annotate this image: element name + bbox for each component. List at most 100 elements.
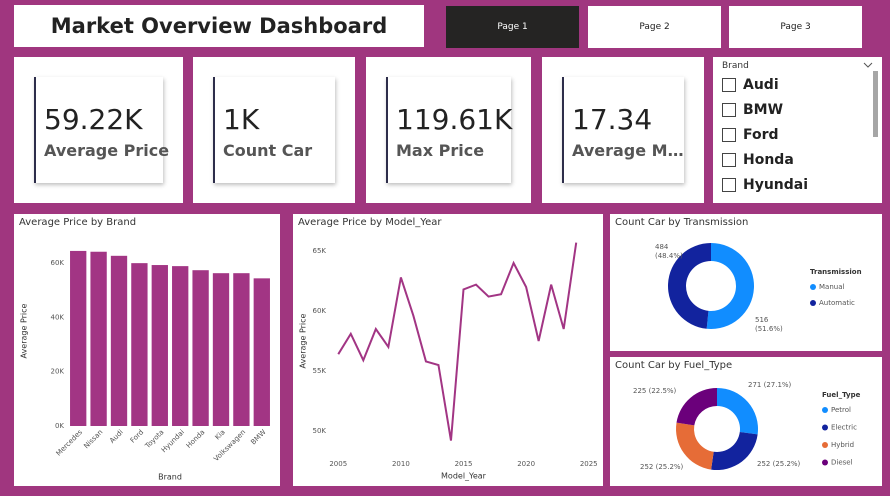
slicer-item[interactable]: Hyundai bbox=[722, 177, 808, 193]
slicer-label: Hyundai bbox=[743, 177, 809, 193]
y-tick-label: 60K bbox=[51, 259, 65, 267]
bar bbox=[233, 273, 250, 426]
x-tick-label: Nissan bbox=[82, 428, 104, 450]
slicer-item[interactable]: Audi bbox=[722, 77, 779, 93]
card-label: Max Price bbox=[396, 141, 485, 160]
bar bbox=[212, 273, 230, 426]
checkbox bbox=[722, 178, 736, 192]
checkbox bbox=[722, 78, 736, 92]
y-axis-title: Average Price bbox=[299, 313, 308, 368]
y-tick-label: 60K bbox=[313, 307, 327, 315]
checkbox bbox=[722, 128, 736, 142]
legend-label: Diesel bbox=[831, 459, 853, 467]
card-frame: 1K Count Car bbox=[213, 77, 335, 183]
legend-marker bbox=[810, 284, 816, 290]
y-tick-label: 50K bbox=[313, 427, 327, 435]
card-value: 59.22K bbox=[44, 103, 143, 136]
legend-label: Manual bbox=[819, 283, 844, 291]
page-tab[interactable]: Page 3 bbox=[729, 6, 862, 48]
chart: Manual Automatic Transmission bbox=[668, 243, 862, 329]
card-frame: 119.61K Max Price bbox=[386, 77, 513, 183]
chart-panel: Average Price by Brand 0K 20K 40K 60K Mercede… bbox=[14, 214, 280, 486]
slicer-label: Ford bbox=[743, 127, 779, 143]
checkbox bbox=[722, 153, 736, 167]
y-axis-title: Average Price bbox=[20, 303, 29, 358]
legend-label: Petrol bbox=[831, 406, 851, 414]
line bbox=[337, 242, 578, 441]
card-frame: 17.34 Average M… bbox=[562, 77, 684, 183]
x-tick-label: 2020 bbox=[517, 460, 535, 468]
bar bbox=[253, 278, 270, 426]
y-tick-label: 20K bbox=[51, 368, 65, 376]
checkbox bbox=[722, 103, 736, 117]
y-tick-label: 65K bbox=[313, 247, 327, 255]
x-axis-title: Brand bbox=[158, 473, 182, 482]
legend-label: Hybrid bbox=[831, 441, 854, 449]
chart-title: Count Car by Transmission bbox=[615, 217, 749, 228]
kpi-card: 59.22K Average Price bbox=[14, 57, 183, 203]
chevron[interactable] bbox=[863, 61, 873, 69]
card-value: 17.34 bbox=[572, 103, 653, 136]
data-label: 252 (25.2%) bbox=[757, 460, 801, 468]
chart-title: Average Price by Brand bbox=[19, 217, 137, 228]
chart: Petrol Electric Hybrid Diesel Fuel_Type bbox=[676, 388, 861, 470]
x-tick-label: Mercedes bbox=[55, 428, 85, 458]
data-label: 271 (27.1%) bbox=[748, 381, 792, 389]
kpi-card: 1K Count Car bbox=[193, 57, 355, 203]
legend-label: Electric bbox=[831, 424, 857, 432]
card-value: 1K bbox=[223, 103, 260, 136]
legend-marker bbox=[810, 300, 816, 306]
dashboard-title: Market Overview Dashboard bbox=[14, 5, 424, 47]
x-axis-title: Model_Year bbox=[441, 472, 487, 481]
legend-label: Automatic bbox=[819, 299, 855, 307]
x-tick-label: BMW bbox=[249, 428, 267, 446]
slicer-item[interactable]: Ford bbox=[722, 127, 779, 143]
bar bbox=[151, 265, 168, 426]
kpi-card: 17.34 Average M… bbox=[542, 57, 704, 203]
bar bbox=[131, 263, 148, 426]
x-tick-label: 2015 bbox=[455, 460, 473, 468]
slicer-label: Honda bbox=[743, 152, 794, 168]
page-tab[interactable]: Page 2 bbox=[588, 6, 721, 48]
x-tick-label: Kia bbox=[214, 428, 227, 441]
slicer-label: Audi bbox=[743, 77, 779, 93]
legend-marker bbox=[822, 407, 828, 413]
bar bbox=[110, 255, 128, 426]
bar bbox=[192, 270, 209, 426]
bar bbox=[70, 250, 87, 426]
scrollbar[interactable] bbox=[873, 71, 878, 137]
slicer: Brand Audi BMW Ford Honda Hyundai bbox=[713, 57, 882, 203]
chart: 50K 55K 60K 65K 2005 2010 2015 2020 2025 Model_Ye… bbox=[299, 242, 598, 481]
legend-marker bbox=[822, 442, 828, 448]
data-label: 252 (25.2%) bbox=[640, 463, 684, 471]
chart-panel: Average Price by Model_Year 50K 55K 60K 65K 2… bbox=[293, 214, 603, 486]
slicer-item[interactable]: BMW bbox=[722, 102, 783, 118]
slicer-label: BMW bbox=[743, 102, 784, 118]
donut-slice bbox=[668, 243, 711, 329]
card-label: Count Car bbox=[223, 141, 313, 160]
chart-title: Average Price by Model_Year bbox=[298, 217, 442, 228]
card-label: Average Price bbox=[44, 141, 170, 160]
card-value: 119.61K bbox=[396, 103, 513, 136]
slicer-item[interactable]: Honda bbox=[722, 152, 794, 168]
card-frame: 59.22K Average Price bbox=[34, 77, 169, 183]
y-tick-label: 40K bbox=[51, 313, 65, 321]
data-label: 516 (51.6%) bbox=[755, 316, 783, 333]
x-tick-label: Ford bbox=[129, 428, 145, 444]
donut-slice bbox=[706, 243, 755, 329]
x-tick-label: 2025 bbox=[580, 460, 598, 468]
chart-panel: Count Car by Fuel_Type Petrol Electric Hybr… bbox=[610, 357, 882, 486]
donut-slice bbox=[717, 388, 758, 435]
card-label: Average M… bbox=[572, 141, 684, 160]
legend-title: Transmission bbox=[810, 268, 862, 276]
slicer-title: Brand bbox=[722, 61, 749, 71]
bar bbox=[172, 266, 189, 426]
legend-title: Fuel_Type bbox=[822, 391, 861, 399]
page-tab[interactable]: Page 1 bbox=[446, 6, 579, 48]
y-tick-label: 0K bbox=[55, 422, 64, 430]
chart-panel: Count Car by Transmission Manual Automatic… bbox=[610, 214, 882, 351]
x-tick-label: 2005 bbox=[329, 460, 347, 468]
donut-slice bbox=[711, 432, 758, 470]
